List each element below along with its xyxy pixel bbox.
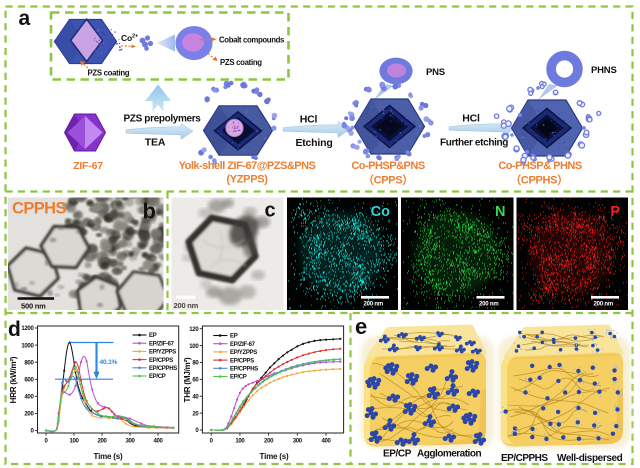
svg-text:Further etching: Further etching <box>440 138 508 149</box>
svg-text:Co: Co <box>371 204 390 220</box>
svg-text:0: 0 <box>44 439 48 445</box>
svg-text:200 nm: 200 nm <box>364 302 383 308</box>
svg-text:EP/YZPPS: EP/YZPPS <box>149 350 176 356</box>
svg-text:0: 0 <box>30 429 34 435</box>
svg-text:HRR (kW/m²): HRR (kW/m²) <box>9 356 18 403</box>
svg-text:EP: EP <box>230 334 238 340</box>
svg-text:CPPHS: CPPHS <box>12 200 66 218</box>
svg-text:500 nm: 500 nm <box>21 302 46 311</box>
svg-text:d: d <box>8 318 21 341</box>
svg-text:200: 200 <box>24 412 34 418</box>
svg-text:0: 0 <box>210 439 214 445</box>
svg-text:40.1%: 40.1% <box>100 359 118 366</box>
svg-text:Time (s): Time (s) <box>260 452 289 461</box>
svg-text:Etching: Etching <box>295 137 332 149</box>
svg-text:P: P <box>610 204 620 220</box>
svg-text:THR (MJ/m²): THR (MJ/m²) <box>183 357 192 402</box>
svg-text:HCl: HCl <box>462 113 480 125</box>
svg-text:Co-PHSP&PNS: Co-PHSP&PNS <box>351 160 425 172</box>
svg-text:400: 400 <box>24 395 34 401</box>
svg-text:(YZPPS): (YZPPS) <box>226 174 268 186</box>
svg-text:40: 40 <box>192 394 199 400</box>
svg-text:100: 100 <box>189 344 199 350</box>
svg-text:800: 800 <box>24 360 34 366</box>
svg-text:80: 80 <box>192 361 199 367</box>
svg-text:Time (s): Time (s) <box>94 452 123 461</box>
svg-text:EP/CPPHS: EP/CPPHS <box>149 366 177 372</box>
svg-text:EP/CPPS: EP/CPPS <box>149 358 173 364</box>
svg-text:Co-PHSP& PHNS: Co-PHSP& PHNS <box>498 160 582 172</box>
svg-text:Agglomeration: Agglomeration <box>417 449 481 460</box>
svg-text:200 nm: 200 nm <box>174 301 199 310</box>
svg-text:N: N <box>495 204 505 220</box>
svg-text:1200: 1200 <box>21 326 34 332</box>
svg-text:Cobalt compounds: Cobalt compounds <box>219 35 285 44</box>
svg-text:100: 100 <box>69 439 79 445</box>
svg-text:100: 100 <box>235 439 245 445</box>
svg-text:TEA: TEA <box>145 137 166 149</box>
svg-text:（CPPS）: （CPPS） <box>363 174 413 187</box>
svg-text:HCl: HCl <box>300 114 318 126</box>
svg-text:400: 400 <box>153 439 163 445</box>
svg-text:EP/CP: EP/CP <box>149 374 166 380</box>
svg-text:PZS prepolymers: PZS prepolymers <box>123 114 201 125</box>
svg-text:Yolk-shell ZIF-67@PZS&PNS: Yolk-shell ZIF-67@PZS&PNS <box>179 160 316 172</box>
svg-text:EP/ZIF-67: EP/ZIF-67 <box>149 341 175 347</box>
svg-text:120: 120 <box>189 327 199 333</box>
svg-text:EP: EP <box>149 333 157 339</box>
svg-text:（CPPHS）: （CPPHS） <box>510 174 568 187</box>
svg-text:300: 300 <box>125 439 135 445</box>
svg-text:200: 200 <box>97 439 107 445</box>
svg-text:0: 0 <box>195 428 199 434</box>
svg-text:EP/CPPS: EP/CPPS <box>230 358 254 364</box>
svg-text:1000: 1000 <box>21 343 34 349</box>
svg-text:200 nm: 200 nm <box>479 302 498 308</box>
svg-text:PZS coating: PZS coating <box>220 58 262 67</box>
svg-text:200: 200 <box>264 439 274 445</box>
svg-text:EP/YZPPS: EP/YZPPS <box>230 350 257 356</box>
svg-text:200 nm: 200 nm <box>594 302 613 308</box>
svg-text:EP/CPPHS: EP/CPPHS <box>230 367 258 373</box>
svg-text:PHNS: PHNS <box>591 65 617 76</box>
svg-text:b: b <box>143 199 156 224</box>
svg-text:PZS coating: PZS coating <box>88 69 130 78</box>
svg-text:60: 60 <box>192 378 199 384</box>
svg-text:Co: Co <box>121 33 132 43</box>
svg-text:400: 400 <box>321 439 331 445</box>
svg-text:Well-dispersed: Well-dispersed <box>557 453 623 464</box>
svg-text:300: 300 <box>293 439 303 445</box>
svg-text:2+: 2+ <box>132 34 138 40</box>
svg-text:a: a <box>19 7 31 30</box>
svg-text:e: e <box>355 314 367 339</box>
svg-text:600: 600 <box>24 377 34 383</box>
svg-text:c: c <box>265 200 276 222</box>
svg-text:PNS: PNS <box>426 67 445 78</box>
svg-text:EP/CPPHS: EP/CPPHS <box>501 453 548 464</box>
svg-text:EP/CP: EP/CP <box>383 449 412 460</box>
svg-text:20: 20 <box>192 411 199 417</box>
svg-text:ZIF-67: ZIF-67 <box>73 160 103 172</box>
svg-text:EP/ZIF-67: EP/ZIF-67 <box>230 342 256 348</box>
svg-text:EP/CP: EP/CP <box>230 375 247 381</box>
